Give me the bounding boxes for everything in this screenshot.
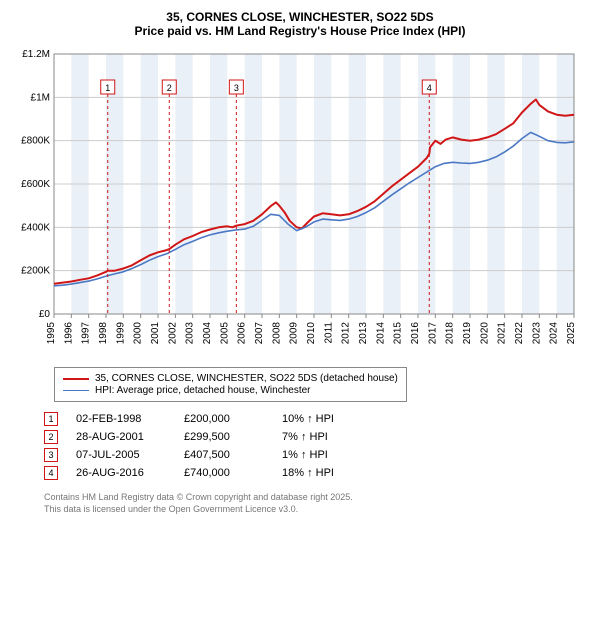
svg-text:1995: 1995 (46, 322, 57, 345)
svg-text:2021: 2021 (497, 322, 508, 345)
svg-text:2005: 2005 (219, 322, 230, 345)
svg-text:£1.2M: £1.2M (22, 49, 50, 60)
svg-text:2010: 2010 (306, 322, 317, 345)
legend-swatch (63, 390, 89, 391)
transaction-row: 3 07-JUL-2005 £407,500 1% ↑ HPI (44, 448, 590, 462)
svg-text:£0: £0 (39, 309, 51, 320)
chart-area: £0 £200K £400K £600K £800K £1M £1.2M 1995 1996 19… (10, 46, 590, 361)
legend-label: 35, CORNES CLOSE, WINCHESTER, SO22 5DS (… (95, 373, 398, 384)
svg-text:1998: 1998 (98, 322, 109, 345)
svg-text:4: 4 (427, 83, 432, 93)
svg-text:1997: 1997 (81, 322, 92, 345)
svg-text:2019: 2019 (462, 322, 473, 345)
transaction-price: £407,500 (184, 449, 264, 461)
transaction-price: £740,000 (184, 467, 264, 479)
legend-item: 35, CORNES CLOSE, WINCHESTER, SO22 5DS (… (63, 373, 398, 384)
transaction-row: 1 02-FEB-1998 £200,000 10% ↑ HPI (44, 412, 590, 426)
transaction-price: £299,500 (184, 431, 264, 443)
svg-text:£1M: £1M (31, 92, 50, 103)
legend: 35, CORNES CLOSE, WINCHESTER, SO22 5DS (… (54, 367, 407, 402)
svg-text:2007: 2007 (254, 322, 265, 345)
transaction-row: 4 26-AUG-2016 £740,000 18% ↑ HPI (44, 466, 590, 480)
svg-text:1: 1 (105, 83, 110, 93)
svg-text:2003: 2003 (185, 322, 196, 345)
transaction-marker: 2 (44, 430, 58, 444)
svg-text:2: 2 (167, 83, 172, 93)
svg-text:£400K: £400K (21, 222, 50, 233)
svg-text:2001: 2001 (150, 322, 161, 345)
transaction-hpi: 7% ↑ HPI (282, 431, 372, 443)
svg-text:2004: 2004 (202, 322, 213, 345)
svg-text:£200K: £200K (21, 266, 50, 277)
transactions-table: 1 02-FEB-1998 £200,000 10% ↑ HPI 2 28-AUG-200… (44, 412, 590, 480)
svg-text:2018: 2018 (445, 322, 456, 345)
transaction-hpi: 18% ↑ HPI (282, 467, 372, 479)
legend-swatch (63, 378, 89, 380)
svg-text:2014: 2014 (375, 322, 386, 345)
svg-text:1999: 1999 (115, 322, 126, 345)
svg-text:2009: 2009 (289, 322, 300, 345)
footer-line1: Contains HM Land Registry data © Crown c… (44, 492, 590, 504)
svg-text:2015: 2015 (393, 322, 404, 345)
svg-text:2022: 2022 (514, 322, 525, 345)
transaction-marker: 3 (44, 448, 58, 462)
title-line2: Price paid vs. HM Land Registry's House … (10, 24, 590, 38)
chart-title: 35, CORNES CLOSE, WINCHESTER, SO22 5DS P… (10, 10, 590, 38)
transaction-date: 07-JUL-2005 (76, 449, 166, 461)
svg-text:2012: 2012 (341, 322, 352, 345)
footer-line2: This data is licensed under the Open Gov… (44, 504, 590, 516)
transaction-price: £200,000 (184, 413, 264, 425)
svg-text:3: 3 (234, 83, 239, 93)
svg-text:2002: 2002 (167, 322, 178, 345)
legend-label: HPI: Average price, detached house, Winc… (95, 385, 311, 396)
transaction-hpi: 1% ↑ HPI (282, 449, 372, 461)
line-chart: £0 £200K £400K £600K £800K £1M £1.2M 1995 1996 19… (10, 46, 590, 356)
transaction-row: 2 28-AUG-2001 £299,500 7% ↑ HPI (44, 430, 590, 444)
svg-text:2011: 2011 (323, 322, 334, 344)
svg-text:£600K: £600K (21, 179, 50, 190)
transaction-marker: 1 (44, 412, 58, 426)
svg-text:1996: 1996 (63, 322, 74, 345)
legend-item: HPI: Average price, detached house, Winc… (63, 385, 398, 396)
transaction-date: 02-FEB-1998 (76, 413, 166, 425)
svg-text:£800K: £800K (21, 136, 50, 147)
svg-text:2000: 2000 (133, 322, 144, 345)
svg-text:2020: 2020 (479, 322, 490, 345)
svg-text:2013: 2013 (358, 322, 369, 345)
transaction-date: 26-AUG-2016 (76, 467, 166, 479)
footer-attribution: Contains HM Land Registry data © Crown c… (44, 492, 590, 515)
svg-text:2023: 2023 (531, 322, 542, 345)
svg-text:2016: 2016 (410, 322, 421, 345)
transaction-hpi: 10% ↑ HPI (282, 413, 372, 425)
svg-text:2008: 2008 (271, 322, 282, 345)
svg-text:2025: 2025 (566, 322, 577, 345)
title-line1: 35, CORNES CLOSE, WINCHESTER, SO22 5DS (10, 10, 590, 24)
transaction-marker: 4 (44, 466, 58, 480)
svg-text:2024: 2024 (549, 322, 560, 345)
svg-text:2017: 2017 (427, 322, 438, 345)
svg-text:2006: 2006 (237, 322, 248, 345)
transaction-date: 28-AUG-2001 (76, 431, 166, 443)
